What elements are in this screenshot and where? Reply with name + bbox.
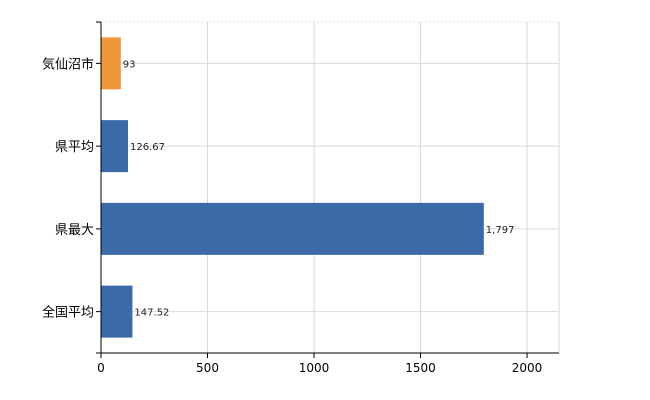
axes	[96, 21, 559, 358]
x-tick-label: 0	[97, 361, 105, 375]
data-label: 147.52	[134, 308, 169, 319]
data-label: 126.67	[130, 142, 165, 153]
bars	[101, 37, 484, 338]
x-tick-label: 1500	[405, 361, 436, 375]
data-label: 1,797	[486, 225, 515, 236]
category-label: 県最大	[55, 223, 94, 238]
data-label: 93	[123, 59, 136, 70]
bar	[101, 120, 128, 173]
x-tick-label: 500	[196, 361, 219, 375]
grid-lines	[101, 21, 560, 353]
category-label: 全国平均	[42, 305, 94, 321]
x-tick-label: 2000	[512, 361, 543, 375]
bar	[101, 202, 484, 255]
labels: 0 500 1000 1500 2000 気仙沼市 93 県平均 126.67 県最大 1,797 全…	[42, 56, 542, 375]
bar	[101, 37, 121, 90]
x-tick-label: 1000	[299, 361, 330, 375]
category-label: 県平均	[55, 140, 94, 155]
category-label: 気仙沼市	[42, 56, 94, 72]
bar	[101, 285, 133, 338]
